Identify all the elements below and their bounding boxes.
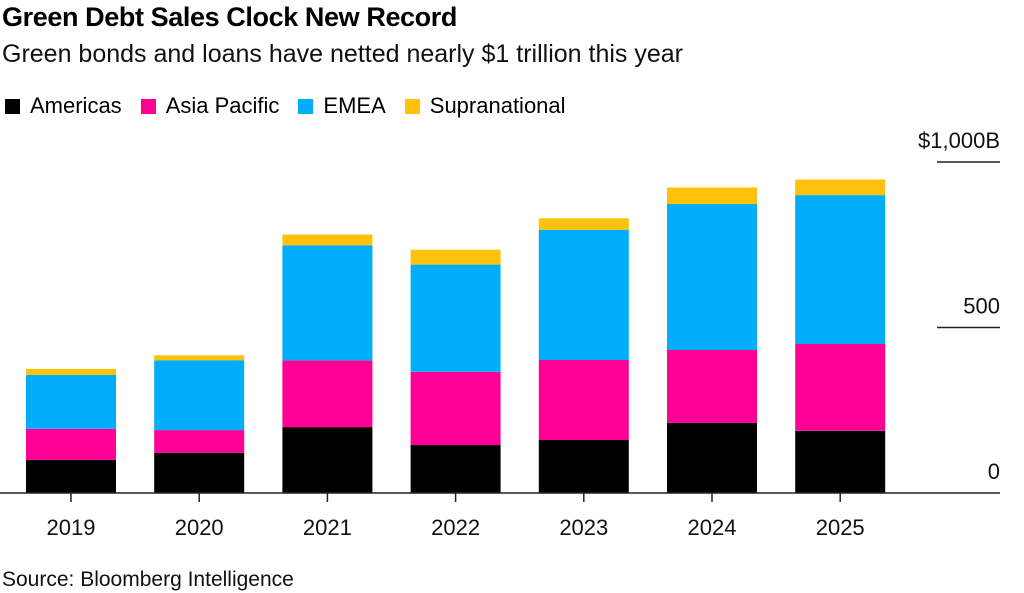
bar-segment-supranational-2022	[410, 249, 501, 265]
x-tick-label-2022: 2022	[431, 515, 480, 540]
legend-item-emea: EMEA	[298, 93, 386, 119]
bar-segment-supranational-2021	[282, 234, 373, 246]
legend: Americas Asia Pacific EMEA Supranational	[5, 93, 585, 119]
x-tick-label-2021: 2021	[303, 515, 352, 540]
bar-segment-americas-2023	[538, 440, 629, 493]
source-note: Source: Bloomberg Intelligence	[2, 568, 294, 591]
legend-label-emea: EMEA	[323, 93, 386, 118]
bar-segment-emea-2022	[410, 264, 501, 372]
bar-segment-emea-2020	[154, 360, 245, 431]
bar-segment-americas-2019	[26, 459, 116, 493]
legend-label-americas: Americas	[30, 93, 122, 118]
bar-segment-asia-pacific-2025	[795, 344, 886, 431]
y-tick-label-500: 500	[963, 294, 1000, 319]
bar-segment-asia-pacific-2023	[538, 359, 629, 440]
legend-label-supranational: Supranational	[429, 93, 566, 118]
bar-segment-asia-pacific-2020	[154, 430, 245, 453]
bar-segment-americas-2025	[795, 430, 886, 493]
x-tick-label-2025: 2025	[816, 515, 865, 540]
bar-segment-supranational-2024	[667, 187, 757, 205]
bar-segment-supranational-2020	[154, 355, 245, 361]
chart-title: Green Debt Sales Clock New Record	[2, 2, 457, 32]
bar-segment-emea-2025	[795, 195, 886, 344]
y-tick-label-0: 0	[988, 459, 1000, 484]
x-tick-label-2024: 2024	[688, 515, 737, 540]
bar-segment-asia-pacific-2022	[410, 371, 501, 446]
bar-segment-emea-2019	[26, 374, 116, 429]
bar-segment-emea-2021	[282, 245, 373, 361]
x-tick-label-2023: 2023	[559, 515, 608, 540]
bar-segment-americas-2020	[154, 452, 245, 493]
legend-swatch-emea	[298, 98, 314, 114]
bar-segment-americas-2021	[282, 427, 373, 493]
y-axis: 0 500 $1,000B	[918, 128, 1000, 484]
legend-item-asia-pacific: Asia Pacific	[140, 93, 280, 119]
legend-label-asia-pacific: Asia Pacific	[165, 93, 280, 118]
bar-segment-supranational-2019	[26, 368, 116, 375]
bar-segment-supranational-2023	[538, 218, 629, 230]
bar-segment-emea-2023	[538, 229, 629, 360]
bar-segment-asia-pacific-2024	[667, 350, 757, 423]
bar-segment-supranational-2025	[795, 179, 886, 196]
legend-swatch-supranational	[404, 98, 420, 114]
legend-swatch-americas	[5, 98, 20, 114]
chart-subtitle: Green bonds and loans have netted nearly…	[2, 40, 683, 68]
bars-group	[26, 179, 886, 493]
bar-segment-americas-2024	[667, 422, 757, 493]
y-tick-label--1-000b: $1,000B	[918, 128, 1000, 153]
bar-segment-americas-2022	[410, 445, 501, 493]
x-axis: 2019 2020 2021 2022 2023 2024 2025	[0, 492, 1000, 540]
bar-segment-asia-pacific-2019	[26, 428, 116, 460]
legend-item-supranational: Supranational	[404, 93, 566, 119]
bar-segment-asia-pacific-2021	[282, 360, 373, 428]
legend-item-americas: Americas	[5, 93, 122, 119]
x-tick-label-2019: 2019	[47, 515, 96, 540]
bar-segment-emea-2024	[667, 204, 757, 350]
legend-swatch-asia-pacific	[140, 98, 156, 114]
x-tick-label-2020: 2020	[175, 515, 224, 540]
